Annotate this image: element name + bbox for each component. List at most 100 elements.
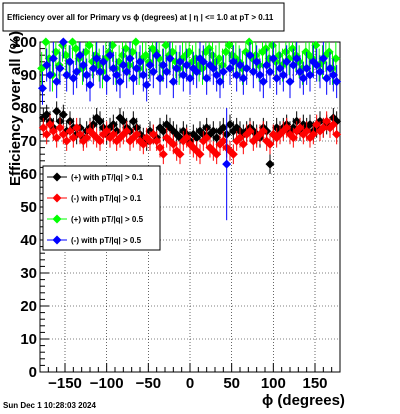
data-point <box>95 67 105 77</box>
data-point <box>302 126 312 136</box>
data-point <box>52 106 62 116</box>
data-point <box>275 63 285 73</box>
data-point <box>142 80 152 90</box>
data-point <box>312 60 322 70</box>
y-tick-label: 50 <box>20 199 37 216</box>
data-point <box>192 67 202 77</box>
data-point <box>165 54 175 63</box>
data-point <box>108 63 118 73</box>
data-point <box>68 73 78 83</box>
y-tick-label: 40 <box>20 232 37 249</box>
data-point <box>218 123 228 133</box>
data-point <box>48 126 58 136</box>
legend-label: (-) with pT/|q| > 0.5 <box>71 236 142 245</box>
data-point <box>125 54 135 63</box>
data-point <box>232 70 242 80</box>
data-point <box>288 133 298 143</box>
y-tick-label: 60 <box>20 166 37 183</box>
data-point <box>262 60 272 70</box>
x-tick-label: −150 <box>48 375 82 392</box>
data-point <box>195 149 205 159</box>
data-point <box>58 110 68 120</box>
data-point <box>332 129 342 139</box>
data-point <box>68 37 77 47</box>
data-point <box>62 70 72 80</box>
data-point <box>42 60 52 70</box>
data-point <box>208 126 218 136</box>
data-point <box>162 67 172 77</box>
data-point <box>108 129 118 139</box>
data-point <box>208 63 218 73</box>
data-point <box>172 63 182 73</box>
data-point <box>102 126 112 136</box>
data-point <box>122 67 132 77</box>
x-tick-label: 50 <box>223 375 240 392</box>
y-tick-label: 100 <box>12 34 37 51</box>
data-point <box>228 57 238 67</box>
legend-label: (+) with pT/|q| > 0.5 <box>71 215 144 224</box>
data-point <box>152 136 162 146</box>
data-point <box>202 133 212 143</box>
x-tick-label: 0 <box>186 375 194 392</box>
data-point <box>112 70 122 80</box>
data-point <box>148 129 158 139</box>
data-point <box>185 73 195 83</box>
data-point <box>328 120 338 129</box>
data-point <box>52 133 62 143</box>
data-point <box>178 70 188 80</box>
data-point <box>52 77 62 87</box>
data-point <box>318 123 328 133</box>
data-point <box>322 73 332 83</box>
data-point <box>118 60 128 70</box>
y-tick-label: 30 <box>20 265 37 282</box>
data-point <box>175 149 185 159</box>
data-point <box>71 44 81 54</box>
data-point <box>315 67 325 77</box>
data-point <box>215 77 225 87</box>
data-point <box>245 50 255 60</box>
data-point <box>202 73 212 83</box>
data-point <box>255 70 265 80</box>
data-point <box>152 50 162 60</box>
data-point <box>252 57 262 67</box>
data-point <box>148 67 158 77</box>
data-point <box>292 54 302 63</box>
data-point <box>248 67 258 77</box>
data-point <box>168 77 178 87</box>
data-point <box>254 60 264 70</box>
data-point <box>65 57 75 67</box>
data-point <box>265 67 275 77</box>
y-tick-label: 70 <box>20 133 37 150</box>
data-point <box>135 57 145 67</box>
y-tick-label: 80 <box>20 100 37 117</box>
data-point <box>308 57 318 67</box>
series-4 <box>38 37 342 221</box>
data-point <box>265 139 275 149</box>
data-point <box>175 57 185 67</box>
data-point <box>218 136 228 146</box>
data-point <box>95 116 105 126</box>
data-point <box>38 123 48 133</box>
data-point <box>305 70 315 80</box>
y-tick-label: 10 <box>20 331 37 348</box>
data-point <box>55 123 65 133</box>
data-point <box>238 139 248 149</box>
data-point <box>155 73 165 83</box>
data-point <box>45 70 55 80</box>
data-point <box>82 133 92 143</box>
data-point <box>258 77 268 87</box>
data-point <box>158 149 168 159</box>
data-point <box>248 136 258 146</box>
data-point <box>42 129 52 139</box>
data-point <box>141 50 151 60</box>
data-point <box>212 133 222 143</box>
legend-marker <box>52 193 62 203</box>
data-point <box>288 44 297 54</box>
data-point <box>118 50 127 60</box>
data-point <box>62 136 72 146</box>
data-point <box>42 110 52 120</box>
data-point <box>192 133 202 143</box>
data-point <box>258 126 268 136</box>
data-point <box>182 60 192 70</box>
